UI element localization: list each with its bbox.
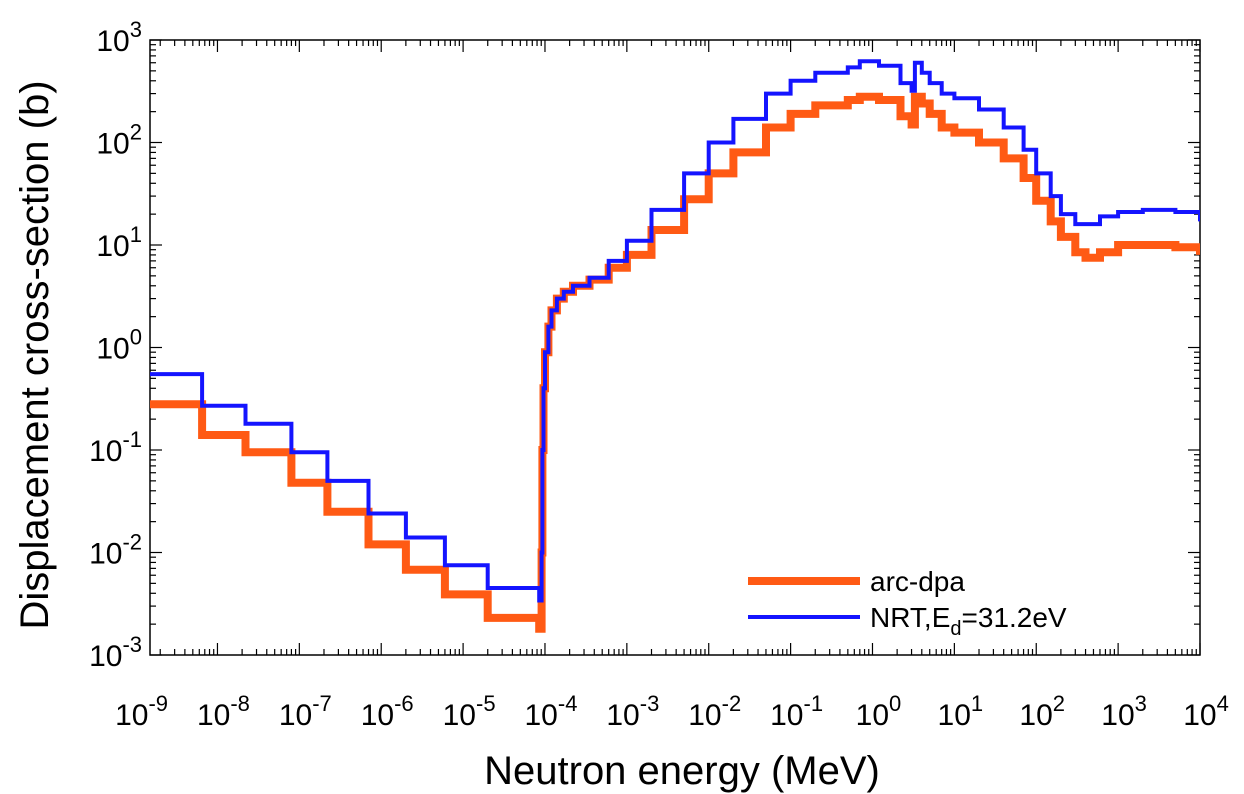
- x-tick-label: 100: [856, 691, 902, 732]
- y-tick-label: 10-2: [89, 530, 142, 571]
- series-group: [150, 59, 1200, 633]
- x-tick-label: 10-5: [443, 691, 496, 732]
- legend-label: arc-dpa: [870, 566, 965, 597]
- y-tick-label: 103: [96, 17, 142, 58]
- x-tick-label: 10-7: [279, 691, 332, 732]
- y-tick-label: 10-1: [89, 427, 142, 468]
- series-line-arc-dpa: [150, 92, 1200, 633]
- axis-ticks-group: [150, 39, 1201, 656]
- x-tick-label: 104: [1183, 691, 1229, 732]
- x-tick-label: 10-4: [525, 691, 578, 732]
- x-tick-label: 10-8: [197, 691, 250, 732]
- plot-frame-group: [149, 39, 1201, 656]
- x-tick-label: 10-9: [115, 691, 168, 732]
- x-tick-label: 102: [1019, 691, 1065, 732]
- y-tick-label: 102: [96, 120, 142, 161]
- y-tick-label: 101: [96, 222, 142, 263]
- y-tick-label: 100: [96, 325, 142, 366]
- x-axis-title: Neutron energy (MeV): [484, 749, 880, 793]
- x-tick-label: 10-1: [770, 691, 823, 732]
- plot-frame: [149, 39, 1201, 656]
- legend-label: NRT,Ed=31.2eV: [870, 602, 1067, 640]
- series-line-nrt: [150, 59, 1200, 603]
- x-tick-label: 10-3: [606, 691, 659, 732]
- y-axis-title: Displacement cross-section (b): [13, 80, 57, 629]
- x-tick-label: 101: [938, 691, 984, 732]
- tick-labels-group: 10-9 10-8 10-7 10-6 10-5 10-4 10-3 10-2 10-1 100 1…: [89, 17, 1229, 732]
- x-tick-label: 10-6: [361, 691, 414, 732]
- x-tick-label: 10-2: [688, 691, 741, 732]
- y-tick-label: 10-3: [89, 632, 142, 673]
- legend: arc-dpa NRT,Ed=31.2eV: [748, 566, 1067, 640]
- x-tick-label: 103: [1101, 691, 1147, 732]
